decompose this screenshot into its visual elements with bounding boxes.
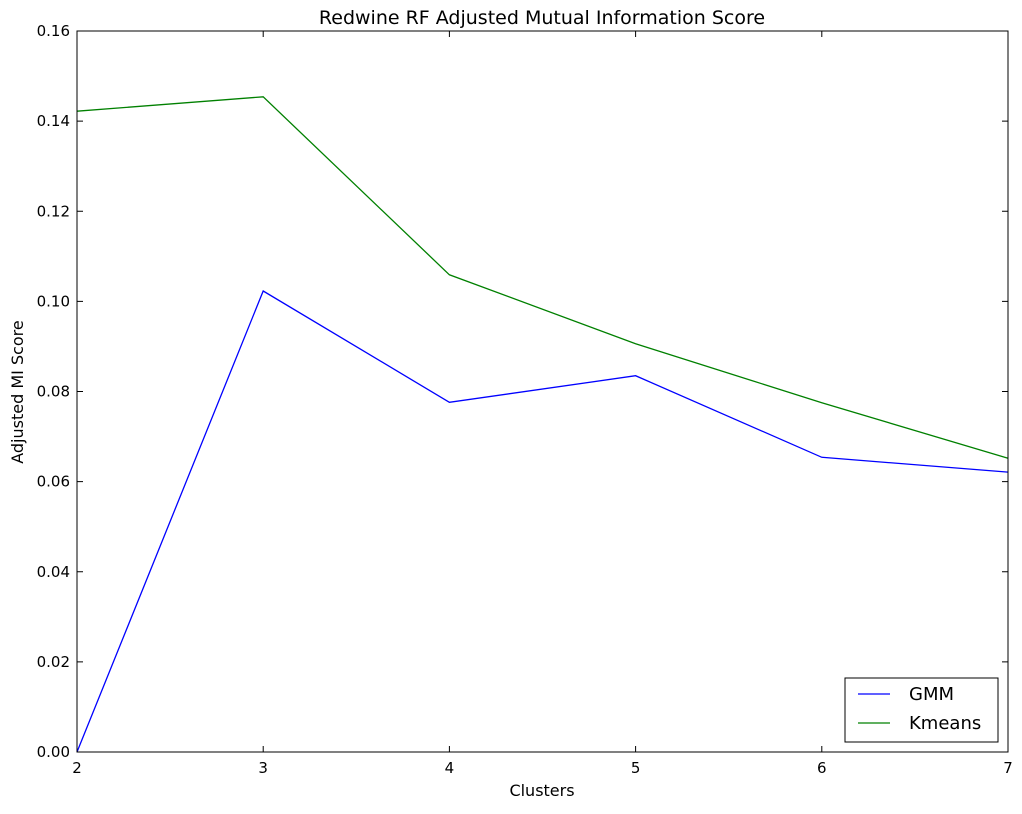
- x-tick-label: 7: [1003, 759, 1013, 777]
- x-axis-label: Clusters: [509, 781, 574, 800]
- y-axis-ticks: 0.00 0.02 0.04 0.06 0.08 0.10 0.12 0.14 0.16: [37, 22, 1008, 761]
- y-tick-label: 0.10: [37, 292, 70, 310]
- chart-title: Redwine RF Adjusted Mutual Information S…: [319, 7, 765, 29]
- y-axis-label: Adjusted MI Score: [8, 320, 27, 464]
- y-tick-label: 0.14: [37, 112, 70, 130]
- y-tick-label: 0.12: [37, 202, 70, 220]
- y-tick-label: 0.02: [37, 653, 70, 671]
- legend-label-gmm: GMM: [909, 684, 954, 705]
- legend-label-kmeans: Kmeans: [909, 713, 981, 734]
- x-tick-label: 4: [445, 759, 455, 777]
- legend-box: [844, 677, 999, 743]
- x-tick-label: 2: [72, 759, 82, 777]
- series-line-kmeans: [76, 96, 1009, 459]
- y-tick-label: 0.06: [37, 473, 70, 491]
- x-tick-label: 6: [817, 759, 827, 777]
- y-tick-label: 0.00: [37, 743, 70, 761]
- y-tick-label: 0.04: [37, 563, 70, 581]
- plot-frame: [76, 30, 1009, 753]
- series-line-gmm: [76, 290, 1009, 753]
- y-tick-label: 0.08: [37, 383, 70, 401]
- legend: GMM Kmeans: [844, 677, 999, 743]
- series-group: [76, 96, 1009, 753]
- y-tick-label: 0.16: [37, 22, 70, 40]
- x-tick-label: 5: [631, 759, 641, 777]
- x-tick-label: 3: [258, 759, 268, 777]
- x-axis-ticks: 2 3 4 5 6 7: [72, 31, 1013, 777]
